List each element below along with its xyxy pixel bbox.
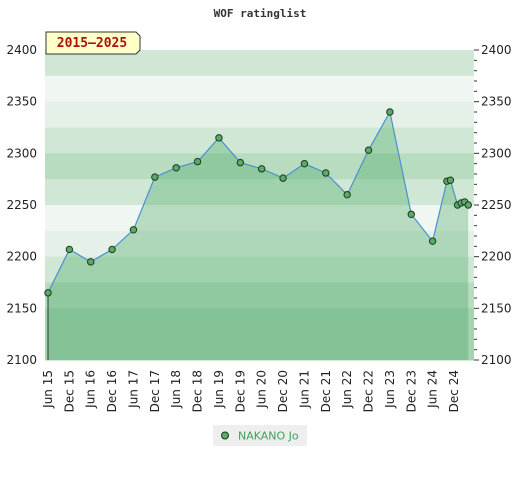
band-7 [45, 230, 474, 258]
data-point-dec-22 [364, 146, 373, 154]
x-tick-jun-15: Jun 15 [41, 370, 55, 409]
band-11 [45, 334, 474, 361]
x-tick-jun-21: Jun 21 [297, 370, 311, 409]
y-tick-right-2200: 2200 [481, 250, 512, 264]
y-tick-left-2350: 2350 [6, 95, 37, 109]
data-point-jun-20 [257, 165, 266, 173]
x-axis-labels: Jun 15 Dec 15 Jun 16 Dec 16 Jun 17 Dec 17 Jun … [41, 370, 461, 412]
x-tick-jun-22: Jun 22 [340, 370, 354, 409]
x-tick-dec-18: Dec 18 [191, 370, 205, 412]
data-point-dec-21 [322, 169, 330, 177]
band-2 [45, 101, 474, 128]
period-badge: 2015–2025 [45, 31, 141, 55]
data-point-jun-17 [129, 226, 138, 234]
y-tick-right-2250: 2250 [481, 198, 512, 212]
band-9 [45, 282, 474, 309]
data-point-dec-17 [151, 173, 159, 181]
x-tick-jun-23: Jun 23 [383, 370, 397, 409]
data-point-jun-19 [215, 134, 223, 142]
data-point-jun-21 [300, 159, 309, 168]
series-points [44, 108, 472, 360]
band-1 [45, 75, 474, 103]
band-8 [45, 256, 474, 283]
band-6 [45, 205, 474, 232]
y-tick-left-2150: 2150 [6, 301, 37, 315]
y-tick-right-2100: 2100 [481, 353, 512, 367]
y-tick-right-2400: 2400 [481, 43, 512, 57]
x-tick-dec-21: Dec 21 [319, 370, 333, 412]
y-tick-left-2100: 2100 [6, 353, 37, 367]
y-tick-left-2300: 2300 [6, 146, 37, 160]
data-point-dec-16 [108, 245, 116, 254]
y-axis-right-labels: 2100 2150 2200 2250 2300 2350 2400 [474, 43, 512, 367]
x-tick-dec-19: Dec 19 [233, 370, 247, 412]
data-point-jun-15 [44, 289, 52, 297]
band-3 [45, 127, 474, 154]
legend-box [213, 425, 307, 446]
data-point-dec-18 [193, 157, 202, 166]
x-tick-dec-24: Dec 24 [447, 370, 461, 412]
legend-marker [221, 431, 229, 440]
band-10 [45, 308, 474, 335]
band-5 [45, 179, 474, 206]
chart-title: WOF ratinglist [214, 7, 307, 20]
x-tick-dec-17: Dec 17 [148, 370, 162, 412]
data-point-jun-24 [428, 237, 437, 245]
data-point-jun-22 [343, 190, 351, 199]
x-tick-dec-22: Dec 22 [362, 370, 376, 412]
x-tick-jun-19: Jun 19 [212, 370, 226, 409]
legend-label: NAKANO Jo [238, 430, 299, 443]
y-tick-right-2350: 2350 [481, 95, 512, 109]
period-badge-box [45, 31, 141, 55]
x-tick-jun-20: Jun 20 [255, 370, 269, 409]
data-point-nov-24 [446, 176, 455, 184]
legend: NAKANO Jo [213, 425, 307, 446]
series-area [48, 112, 469, 360]
data-point-jun-18 [172, 164, 180, 172]
data-point-dec-23 [407, 210, 415, 219]
period-badge-text: 2015–2025 [57, 36, 127, 51]
data-point-dec-20 [279, 174, 287, 182]
x-tick-jun-16: Jun 16 [84, 370, 98, 409]
y-axis-left-labels: 2100 2150 2200 2250 2300 2350 2400 [6, 43, 37, 367]
data-point-apr-25 [464, 201, 472, 209]
x-tick-jun-17: Jun 17 [126, 370, 140, 409]
y-tick-right-2300: 2300 [481, 146, 512, 160]
x-tick-dec-16: Dec 16 [105, 370, 119, 412]
data-point-jun-23 [386, 108, 394, 116]
data-point-jun-16 [87, 258, 95, 266]
x-tick-dec-15: Dec 15 [62, 370, 76, 412]
x-tick-dec-23: Dec 23 [404, 370, 418, 412]
y-tick-left-2200: 2200 [6, 250, 37, 264]
data-point-dec-15 [65, 245, 74, 254]
y-tick-left-2400: 2400 [6, 43, 37, 57]
data-point-dec-19 [236, 158, 245, 167]
x-tick-jun-18: Jun 18 [169, 370, 183, 409]
x-tick-jun-24: Jun 24 [426, 370, 440, 409]
y-tick-left-2250: 2250 [6, 198, 37, 212]
x-tick-dec-20: Dec 20 [276, 370, 290, 412]
y-tick-right-2150: 2150 [481, 301, 512, 315]
